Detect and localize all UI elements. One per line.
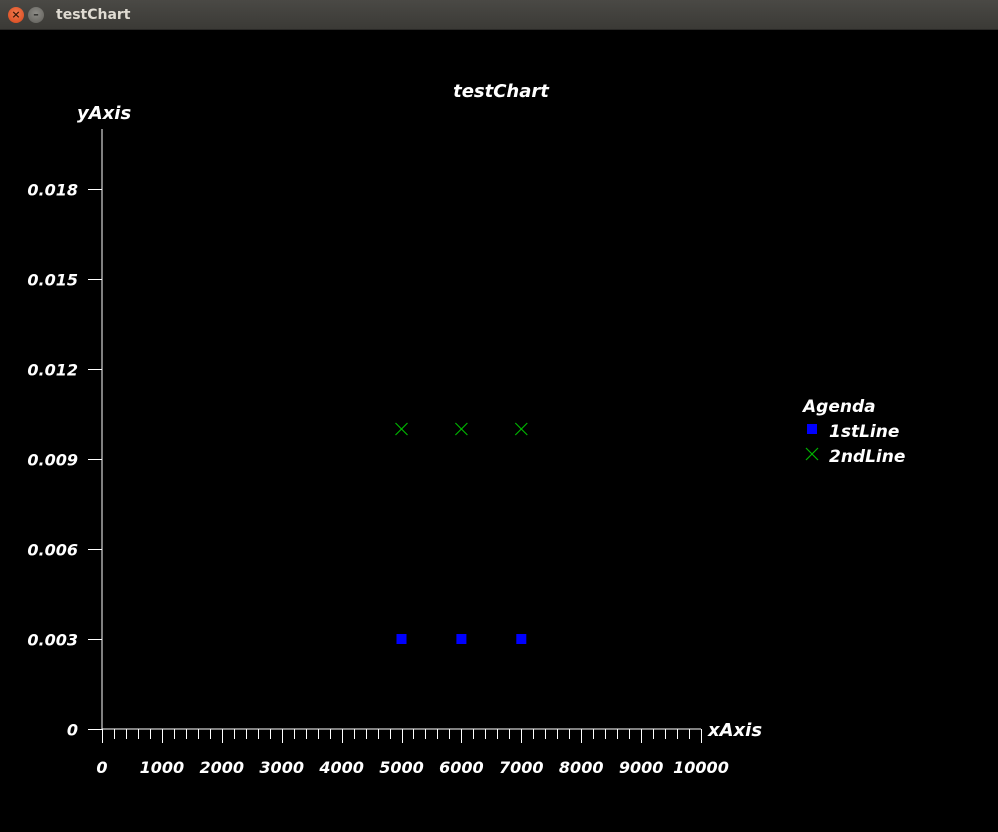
title-bar[interactable]: × – testChart: [0, 0, 998, 30]
y-tick-label: 0.012: [27, 361, 78, 380]
y-tick-label: 0: [67, 721, 78, 740]
x-tick-label: 4000: [318, 758, 364, 777]
y-tick-label: 0.006: [27, 541, 78, 560]
data-marks: [395, 422, 528, 644]
legend-label-1: 1stLine: [829, 422, 899, 442]
x-tick-label: 2000: [200, 758, 245, 777]
ticks: 0 1000 2000 3000 4000 5000 6000 7000 8000 9000 100…: [27, 181, 728, 778]
y-tick-label: 0.009: [27, 451, 78, 470]
minimize-icon[interactable]: –: [28, 7, 44, 23]
x-axis-label: xAxis: [707, 720, 762, 741]
data-point-series-2: [514, 422, 528, 436]
x-tick-label: 3000: [259, 758, 304, 777]
data-point-series-2-stroke: [395, 422, 408, 436]
y-axis-label: yAxis: [77, 103, 131, 124]
close-icon[interactable]: ×: [8, 7, 24, 23]
legend-title: Agenda: [801, 397, 876, 417]
x-tick-label: 5000: [379, 758, 424, 777]
data-point-series-1: [396, 634, 407, 644]
x-tick-label: 8000: [559, 758, 604, 777]
scatter-chart: testChart yAxis xAxis 0 1000 2000 3000 4000 5…: [27, 81, 905, 778]
data-point-series-2: [454, 422, 468, 436]
data-point-series-2-stroke: [514, 422, 528, 436]
axes: [101, 129, 701, 730]
legend-marker-2-stroke: [805, 447, 819, 461]
x-tick-label: 7000: [499, 758, 544, 777]
y-tick-label: 0.003: [27, 631, 78, 650]
x-tick-label: 6000: [439, 758, 484, 777]
x-tick-label: 1000: [140, 758, 185, 777]
legend: Agenda 1stLine 2ndLine: [801, 397, 905, 467]
data-point-series-1: [516, 634, 527, 644]
legend-marker-1: [807, 424, 817, 434]
x-tick-label: 9000: [619, 758, 664, 777]
window-title: testChart: [56, 7, 131, 23]
x-tick-label: 10000: [673, 758, 729, 777]
data-point-series-2: [395, 422, 408, 436]
data-point-series-2-stroke: [454, 422, 468, 436]
data-point-series-1: [456, 634, 467, 644]
legend-marker-2: [805, 447, 819, 461]
y-tick-label: 0.015: [27, 271, 78, 290]
chart-area: testChart yAxis xAxis 0 1000 2000 3000 4000 5…: [0, 30, 998, 832]
y-tick-label: 0.018: [27, 181, 78, 200]
chart-title: testChart: [453, 81, 550, 102]
x-tick-label: 0: [96, 758, 107, 777]
legend-label-2: 2ndLine: [829, 447, 905, 467]
